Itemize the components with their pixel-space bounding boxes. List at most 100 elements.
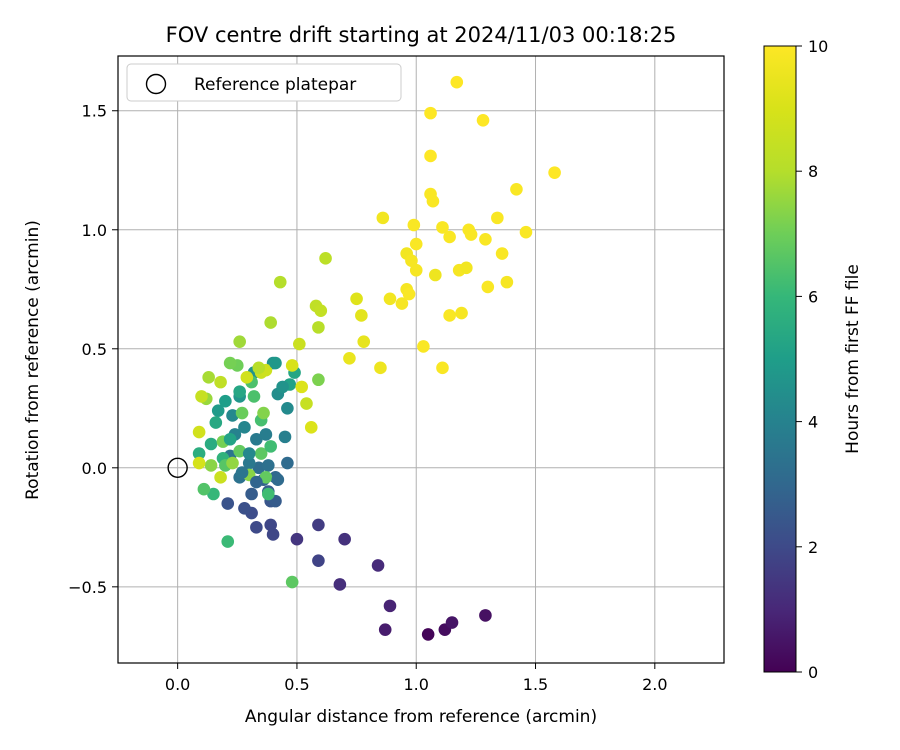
data-point-4 — [378, 623, 392, 636]
data-point-88 — [429, 268, 442, 282]
data-point-101 — [443, 230, 456, 244]
data-point-122 — [195, 390, 208, 403]
grid-lines — [118, 56, 724, 663]
colorbar-tick-label-0: 0 — [808, 663, 818, 682]
data-point-139 — [235, 466, 249, 479]
y-tick-label-0: −0.5 — [68, 578, 107, 597]
y-axis-ticks: −0.5 0.0 0.5 1.0 1.5 — [68, 102, 118, 597]
data-point-20 — [245, 487, 258, 501]
data-point-60 — [312, 373, 325, 387]
data-point-31 — [259, 428, 273, 441]
data-point-105 — [491, 211, 504, 225]
data-point-49 — [221, 535, 235, 548]
data-point-77 — [192, 456, 206, 470]
legend: Reference platepar — [126, 63, 402, 102]
data-point-11 — [312, 554, 325, 567]
data-point-79 — [295, 380, 309, 394]
data-point-116 — [548, 166, 561, 179]
data-point-90 — [424, 187, 437, 201]
data-point-61 — [257, 406, 270, 420]
data-point-107 — [519, 225, 533, 239]
x-tick-label-3: 1.5 — [523, 675, 548, 694]
data-point-16 — [238, 501, 251, 515]
colorbar-tick-label-3: 6 — [808, 287, 818, 306]
data-point-6 — [371, 559, 385, 572]
data-point-45 — [204, 437, 218, 451]
data-point-124 — [252, 361, 266, 375]
y-tick-label-1: 0.0 — [82, 459, 107, 478]
data-point-123 — [214, 375, 227, 389]
data-point-70 — [319, 252, 332, 265]
data-point-83 — [343, 352, 356, 365]
data-point-94 — [405, 254, 418, 268]
data-point-114 — [424, 149, 437, 163]
data-point-41 — [211, 404, 225, 417]
reference-point-marker — [167, 457, 188, 479]
legend-box — [126, 63, 402, 102]
y-tick-label-3: 1.0 — [82, 221, 107, 240]
data-point-53 — [197, 482, 211, 496]
x-tick-label-0: 0.0 — [165, 675, 190, 694]
data-point-9 — [290, 532, 304, 546]
data-point-117 — [436, 221, 449, 234]
x-tick-label-4: 2.0 — [642, 675, 667, 694]
data-point-121 — [192, 425, 206, 439]
y-tick-label-4: 1.5 — [82, 102, 107, 121]
data-point-100 — [460, 261, 473, 275]
data-point-140 — [250, 475, 263, 489]
data-point-106 — [510, 183, 523, 196]
chart-title: FOV centre drift starting at 2024/11/03 … — [166, 23, 677, 47]
data-point-65 — [233, 335, 246, 348]
data-point-66 — [202, 371, 215, 384]
data-point-115 — [376, 211, 390, 225]
data-point-48 — [207, 487, 220, 501]
data-point-14 — [250, 521, 263, 534]
data-point-69 — [312, 321, 325, 334]
data-point-131 — [264, 440, 277, 453]
data-point-0 — [421, 628, 435, 641]
data-point-35 — [226, 409, 239, 422]
data-point-56 — [259, 471, 273, 484]
x-tick-label-2: 1.0 — [404, 675, 429, 694]
data-point-120 — [304, 421, 318, 434]
data-point-5 — [383, 599, 397, 613]
legend-marker — [145, 73, 167, 95]
colorbar-tick-label-2: 4 — [808, 413, 818, 432]
colorbar: 0 2 4 6 8 10 Hours from first FF file — [763, 37, 863, 682]
data-point-2 — [445, 616, 459, 629]
data-point-135 — [233, 385, 246, 398]
colorbar-tick-label-5: 10 — [808, 37, 828, 56]
data-point-98 — [455, 306, 468, 320]
data-point-82 — [357, 335, 371, 348]
data-point-129 — [233, 444, 246, 458]
data-point-26 — [262, 459, 275, 472]
data-point-42 — [219, 394, 232, 408]
data-point-85 — [383, 292, 397, 306]
data-point-126 — [214, 471, 227, 484]
data-point-73 — [300, 397, 313, 410]
data-point-55 — [285, 575, 299, 589]
data-point-32 — [278, 430, 292, 444]
legend-entry-reference: Reference platepar — [194, 75, 356, 95]
data-point-110 — [500, 275, 514, 289]
data-point-92 — [409, 237, 423, 251]
data-point-91 — [407, 218, 421, 232]
data-point-7 — [333, 578, 347, 591]
data-points — [192, 75, 561, 641]
data-point-97 — [443, 309, 456, 322]
data-point-133 — [276, 380, 289, 394]
data-point-76 — [240, 371, 254, 384]
data-point-30 — [250, 432, 263, 446]
data-point-104 — [464, 228, 478, 241]
y-axis-label: Rotation from reference (arcmin) — [23, 220, 43, 500]
data-point-87 — [409, 263, 423, 277]
data-point-130 — [254, 447, 268, 460]
data-point-81 — [355, 309, 368, 322]
data-point-95 — [417, 340, 430, 353]
data-point-112 — [450, 75, 464, 89]
x-axis-ticks: 0.0 0.5 1.0 1.5 2.0 — [165, 663, 668, 694]
data-point-138 — [242, 447, 256, 460]
data-point-63 — [226, 456, 239, 470]
data-point-109 — [481, 280, 495, 294]
